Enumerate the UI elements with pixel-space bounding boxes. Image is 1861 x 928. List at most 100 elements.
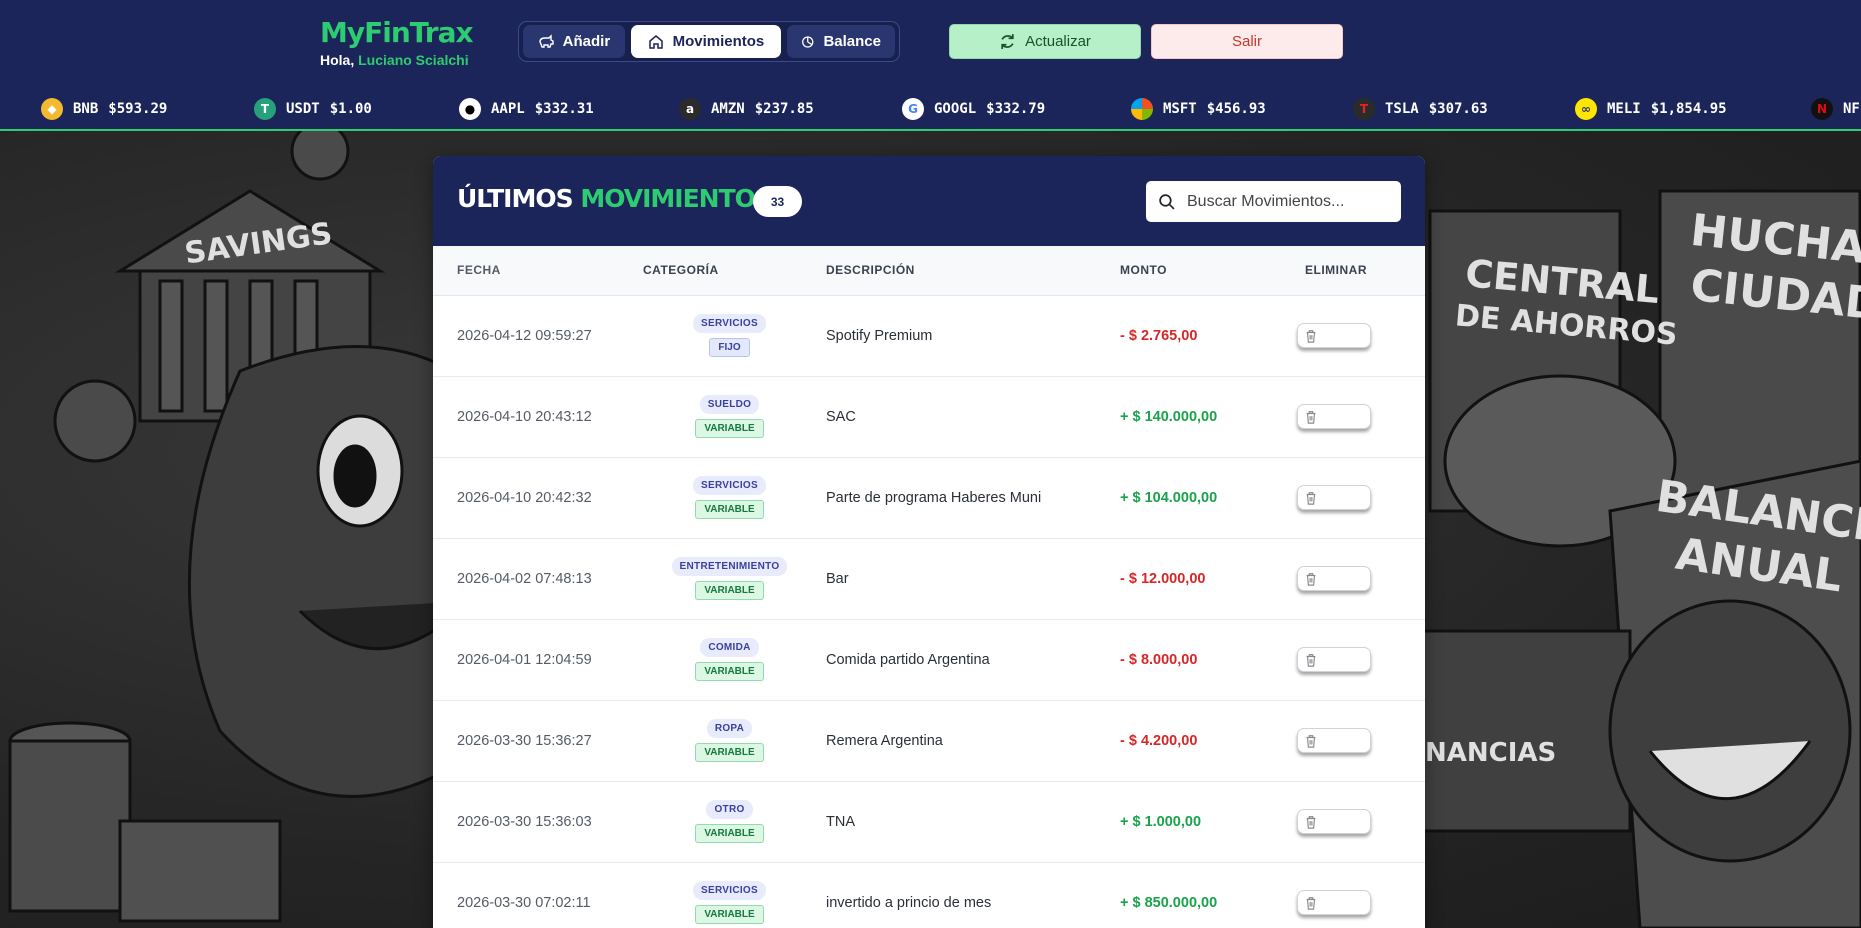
ticker-price: $332.79 xyxy=(986,101,1046,117)
trash-icon xyxy=(1306,896,1316,910)
movements-table: FECHA CATEGORÍA DESCRIPCIÓN MONTO ELIMIN… xyxy=(433,246,1425,928)
trash-icon xyxy=(1306,329,1316,343)
ticker-price: $237.85 xyxy=(754,101,814,117)
trash-icon xyxy=(1306,410,1316,424)
ticker-item: ● AAPL $332.31 xyxy=(459,96,594,122)
category-badge: ENTRETENIMIENTO xyxy=(671,557,788,576)
greeting-text: Hola, xyxy=(320,52,355,68)
nav-add-button[interactable]: Añadir xyxy=(523,25,625,58)
ticker-symbol: USDT xyxy=(286,101,320,117)
table-row: 2026-03-30 15:36:03 OTRO VARIABLE TNA + $ 1.… xyxy=(433,781,1425,863)
delete-button[interactable] xyxy=(1297,566,1371,591)
table-row: 2026-04-02 07:48:13 ENTRETENIMIENTO VARIAB… xyxy=(433,538,1425,620)
row-date: 2026-04-12 09:59:27 xyxy=(433,295,633,377)
delete-button[interactable] xyxy=(1297,485,1371,510)
ticker-price: $456.93 xyxy=(1206,101,1266,117)
price-ticker: ◆ BNB $593.29 T USDT $1.00 ● AAPL $332.3… xyxy=(0,88,1861,131)
ticker-item: ◆ BNB $593.29 xyxy=(41,96,167,122)
type-badge: VARIABLE xyxy=(695,419,764,438)
netflix-icon: N xyxy=(1811,98,1833,120)
table-header-row: FECHA CATEGORÍA DESCRIPCIÓN MONTO ELIMIN… xyxy=(433,246,1425,296)
delete-button[interactable] xyxy=(1297,809,1371,834)
row-delete-cell xyxy=(1297,295,1425,377)
ticker-item: G GOOGL $332.79 xyxy=(902,96,1045,122)
ticker-price: $1,854.95 xyxy=(1650,101,1727,117)
search-input[interactable] xyxy=(1187,192,1387,211)
nav-movements-button[interactable]: Movimientos xyxy=(630,25,781,58)
col-descripcion: DESCRIPCIÓN xyxy=(826,246,1120,296)
row-delete-cell xyxy=(1297,619,1425,701)
ticker-item: a AMZN $237.85 xyxy=(679,96,814,122)
row-delete-cell xyxy=(1297,376,1425,458)
row-description: SAC xyxy=(826,376,1120,458)
trash-icon xyxy=(1306,653,1316,667)
table-row: 2026-04-12 09:59:27 SERVICIOS FIJO Spotify … xyxy=(433,295,1425,377)
row-description: invertido a princio de mes xyxy=(826,862,1120,928)
table-row: 2026-04-10 20:43:12 SUELDO VARIABLE SAC + $ … xyxy=(433,376,1425,458)
category-badge: ROPA xyxy=(706,719,753,738)
mercadolibre-icon: ∞ xyxy=(1575,98,1597,120)
search-icon xyxy=(1159,194,1175,210)
row-description: Parte de programa Haberes Muni xyxy=(826,457,1120,539)
row-amount: - $ 12.000,00 xyxy=(1120,538,1297,620)
delete-button[interactable] xyxy=(1297,728,1371,753)
row-delete-cell xyxy=(1297,457,1425,539)
ticker-symbol: NF xyxy=(1843,101,1860,117)
ticker-symbol: BNB xyxy=(73,101,99,117)
update-label: Actualizar xyxy=(1025,33,1091,50)
ticker-item: T USDT $1.00 xyxy=(254,96,372,122)
delete-button[interactable] xyxy=(1297,647,1371,672)
row-description: Remera Argentina xyxy=(826,700,1120,782)
ticker-item: T TSLA $307.63 xyxy=(1353,96,1488,122)
nav-add-label: Añadir xyxy=(562,33,611,50)
row-delete-cell xyxy=(1297,862,1425,928)
category-badge: SERVICIOS xyxy=(693,476,766,495)
logo-part1: MyFin xyxy=(320,16,411,49)
movements-title: ÚLTIMOS MOVIMIENTOS xyxy=(457,184,773,213)
app-logo[interactable]: MyFinTrax xyxy=(320,16,474,49)
apple-icon: ● xyxy=(459,98,481,120)
nav-balance-button[interactable]: Balance xyxy=(787,25,895,58)
movements-count-badge: 33 xyxy=(753,186,802,217)
row-amount: + $ 140.000,00 xyxy=(1120,376,1297,458)
microsoft-icon xyxy=(1131,98,1153,120)
ticker-symbol: AMZN xyxy=(711,101,745,117)
row-date: 2026-04-10 20:43:12 xyxy=(433,376,633,458)
category-badge: COMIDA xyxy=(700,638,759,657)
table-row: 2026-04-01 12:04:59 COMIDA VARIABLE Comida … xyxy=(433,619,1425,701)
search-box[interactable] xyxy=(1146,181,1401,222)
delete-button[interactable] xyxy=(1297,890,1371,915)
row-date: 2026-04-01 12:04:59 xyxy=(433,619,633,701)
row-amount: - $ 2.765,00 xyxy=(1120,295,1297,377)
logo-part2: Trax xyxy=(409,16,474,49)
user-name: Luciano Scialchi xyxy=(358,52,469,68)
ticker-symbol: AAPL xyxy=(491,101,525,117)
home-icon xyxy=(648,34,663,49)
table-row: 2026-04-10 20:42:32 SERVICIOS VARIABLE Part… xyxy=(433,457,1425,539)
row-amount: + $ 850.000,00 xyxy=(1120,862,1297,928)
title-part1: ÚLTIMOS xyxy=(457,184,574,213)
trash-icon xyxy=(1306,734,1316,748)
col-categoria: CATEGORÍA xyxy=(633,246,826,296)
update-button[interactable]: Actualizar xyxy=(949,24,1141,59)
row-category-cell: SERVICIOS VARIABLE xyxy=(633,457,826,539)
row-amount: + $ 104.000,00 xyxy=(1120,457,1297,539)
delete-button[interactable] xyxy=(1297,404,1371,429)
row-description: Spotify Premium xyxy=(826,295,1120,377)
row-category-cell: OTRO VARIABLE xyxy=(633,781,826,863)
row-amount: - $ 4.200,00 xyxy=(1120,700,1297,782)
type-badge: VARIABLE xyxy=(695,743,764,762)
movements-card-header: ÚLTIMOS MOVIMIENTOS 33 xyxy=(433,156,1425,246)
delete-button[interactable] xyxy=(1297,323,1371,348)
trash-icon xyxy=(1306,815,1316,829)
col-fecha: FECHA xyxy=(433,246,633,296)
category-badge: SERVICIOS xyxy=(693,881,766,900)
ticker-price: $1.00 xyxy=(329,101,372,117)
row-amount: - $ 8.000,00 xyxy=(1120,619,1297,701)
ticker-item: N NF xyxy=(1811,96,1860,122)
exit-button[interactable]: Salir xyxy=(1151,24,1343,59)
type-badge: VARIABLE xyxy=(695,662,764,681)
category-badge: SUELDO xyxy=(699,395,760,414)
ticker-symbol: TSLA xyxy=(1385,101,1419,117)
row-delete-cell xyxy=(1297,781,1425,863)
